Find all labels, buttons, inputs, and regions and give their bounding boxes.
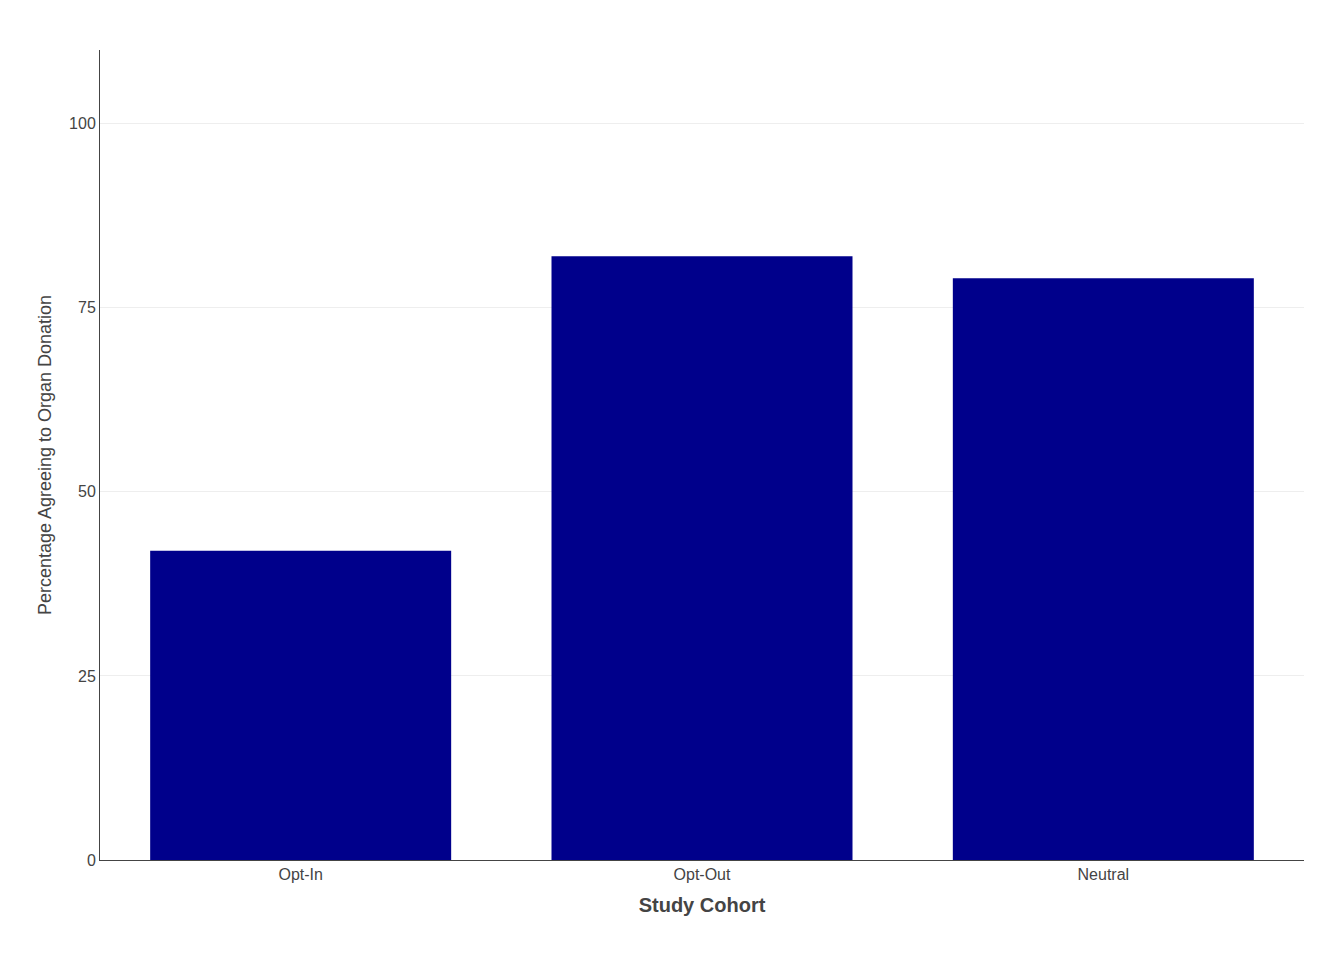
svg-text:75: 75	[78, 299, 96, 316]
svg-text:50: 50	[78, 483, 96, 500]
svg-text:Study Cohort: Study Cohort	[639, 894, 766, 916]
svg-text:Percentage Agreeing to Organ D: Percentage Agreeing to Organ Donation	[35, 295, 55, 615]
svg-text:Opt-In: Opt-In	[278, 866, 322, 883]
svg-text:Neutral: Neutral	[1078, 866, 1130, 883]
svg-text:0: 0	[87, 852, 96, 869]
svg-text:Opt-Out: Opt-Out	[674, 866, 731, 883]
svg-text:25: 25	[78, 668, 96, 685]
svg-text:100: 100	[69, 115, 96, 132]
